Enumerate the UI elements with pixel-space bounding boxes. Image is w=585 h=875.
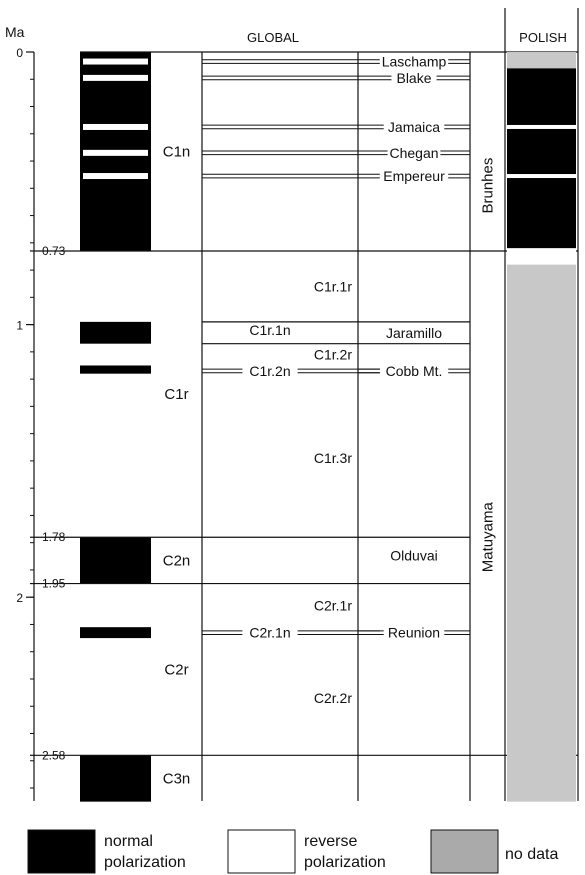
polish-polarity-blocks — [504, 8, 579, 802]
subchron-label: C1r.2r — [314, 347, 352, 363]
event-label: Olduvai — [390, 547, 437, 563]
global-normal-bar — [80, 321, 151, 344]
subchron-label: C1r.1r — [314, 278, 352, 294]
event-label: Jaramillo — [386, 325, 442, 341]
legend-swatch — [227, 829, 296, 874]
excursion-label: Empereur — [383, 168, 445, 184]
polish-short-reverse-line — [507, 124, 576, 129]
global-short-reverse-line — [83, 123, 148, 130]
global-column-group: GLOBAL — [34, 30, 578, 802]
polish-block-no-data — [507, 52, 576, 69]
chron-label: C3n — [163, 770, 191, 787]
polish-block-no-data — [507, 264, 576, 802]
global-normal-bar — [80, 627, 151, 639]
chron-label: C2r — [164, 661, 188, 678]
global-short-reverse-line — [83, 149, 148, 156]
chron-label: C1n — [163, 143, 191, 160]
legend-label-line2: polarization — [304, 854, 386, 871]
polish-header: POLISH — [519, 30, 567, 45]
subchron-label: C2r.2r — [314, 690, 352, 706]
legend-label-line2: polarization — [104, 854, 186, 871]
chron-label: C2n — [163, 552, 191, 569]
axis-unit-label: Ma — [5, 24, 25, 40]
global-boundaries — [34, 250, 578, 756]
polish-column-group: POLISH — [504, 8, 579, 802]
polish-short-reverse-line — [507, 174, 576, 179]
subchron-label: C2r.1r — [314, 597, 352, 613]
global-short-reverse-line — [83, 58, 148, 65]
excursion-label: Jamaica — [388, 119, 440, 135]
legend-swatch — [430, 829, 499, 874]
chron-labels: C1n C1r C2n C2r C3n — [163, 143, 191, 787]
polish-white-lines — [507, 124, 576, 179]
global-normal-bar — [80, 365, 151, 374]
polish-block-normal — [507, 68, 576, 249]
legend-label: no data — [505, 846, 558, 863]
polish-block-reverse — [507, 248, 576, 265]
axis-tick-label: 2 — [16, 591, 23, 605]
global-header: GLOBAL — [247, 30, 299, 45]
polarity-chron-label: Matuyama — [480, 502, 497, 573]
global-grid-lines — [80, 51, 578, 801]
global-white-lines — [83, 58, 148, 180]
named-chron-labels: Brunhes Matuyama — [480, 158, 497, 573]
global-polarity-bars — [80, 52, 151, 802]
legend-label-line1: normal — [104, 833, 153, 850]
subchron-label: C1r.1n — [249, 322, 290, 338]
global-normal-bar — [80, 755, 151, 802]
excursion-label: Laschamp — [382, 54, 447, 70]
polarity-chron-label: Brunhes — [480, 158, 497, 214]
excursion-label: Chegan — [389, 145, 438, 161]
subchron-label: C2r.1n — [249, 625, 290, 641]
global-normal-bar — [80, 537, 151, 584]
legend: normal polarization reverse polarization no … — [27, 829, 558, 874]
excursion-label: Blake — [396, 70, 431, 86]
subchron-labels: C1r.1r C1r.1n C1r.2r C1r.2n C1r.3r C2r.1r C2r.… — [202, 278, 380, 706]
legend-label-line1: reverse — [304, 833, 357, 850]
event-labels: Jaramillo Olduvai — [386, 325, 442, 564]
axis-tick-label: 0 — [16, 46, 23, 60]
chron-label: C1r — [164, 386, 188, 403]
subchron-label: C1r.3r — [314, 450, 352, 466]
excursion-label: Reunion — [388, 625, 440, 641]
global-short-reverse-line — [83, 74, 148, 81]
legend-swatch — [27, 829, 96, 874]
global-short-reverse-line — [83, 173, 148, 180]
axis-tick-label: 1 — [16, 319, 23, 333]
subchron-label: C1r.2n — [249, 363, 290, 379]
excursion-label: Cobb Mt. — [386, 363, 443, 379]
